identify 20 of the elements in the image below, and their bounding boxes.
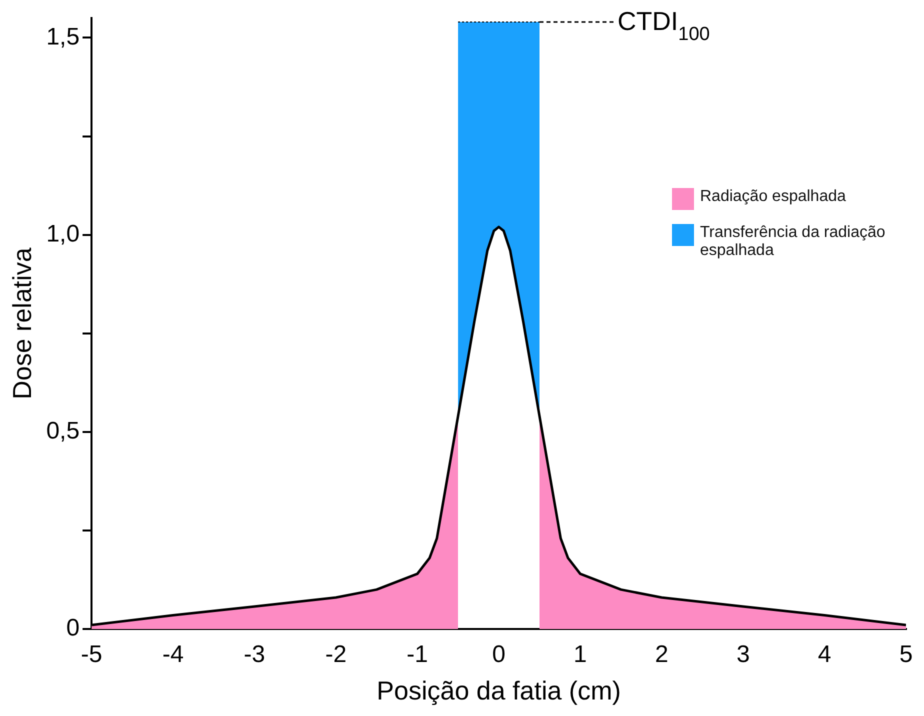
x-tick-label: 3 [736, 641, 750, 668]
x-tick-label: -5 [80, 641, 102, 668]
x-tick-label: 1 [574, 641, 587, 668]
x-tick-label: -4 [162, 641, 184, 668]
legend-label: Radiação espalhada [700, 188, 846, 206]
x-tick-label: 2 [654, 641, 668, 668]
x-tick-label: -1 [406, 641, 428, 668]
x-tick-label: 5 [899, 641, 913, 668]
y-axis-title: Dose relativa [6, 247, 37, 400]
x-tick-label: -3 [244, 641, 266, 668]
y-tick-label: 1,5 [46, 23, 80, 50]
legend-label: Transferência da radiação espalhada [700, 224, 886, 260]
y-tick-label: 1,0 [46, 220, 80, 248]
x-axis-title: Posição da fatia (cm) [376, 676, 621, 706]
annotation: CTDI$_{100}$ [618, 6, 710, 46]
x-tick-label: 4 [818, 641, 832, 668]
y-tick-label: 0,5 [46, 418, 80, 445]
x-tick-label: -2 [325, 641, 347, 668]
x-tick-label: 0 [492, 641, 506, 668]
y-tick-label: 0 [66, 614, 80, 642]
